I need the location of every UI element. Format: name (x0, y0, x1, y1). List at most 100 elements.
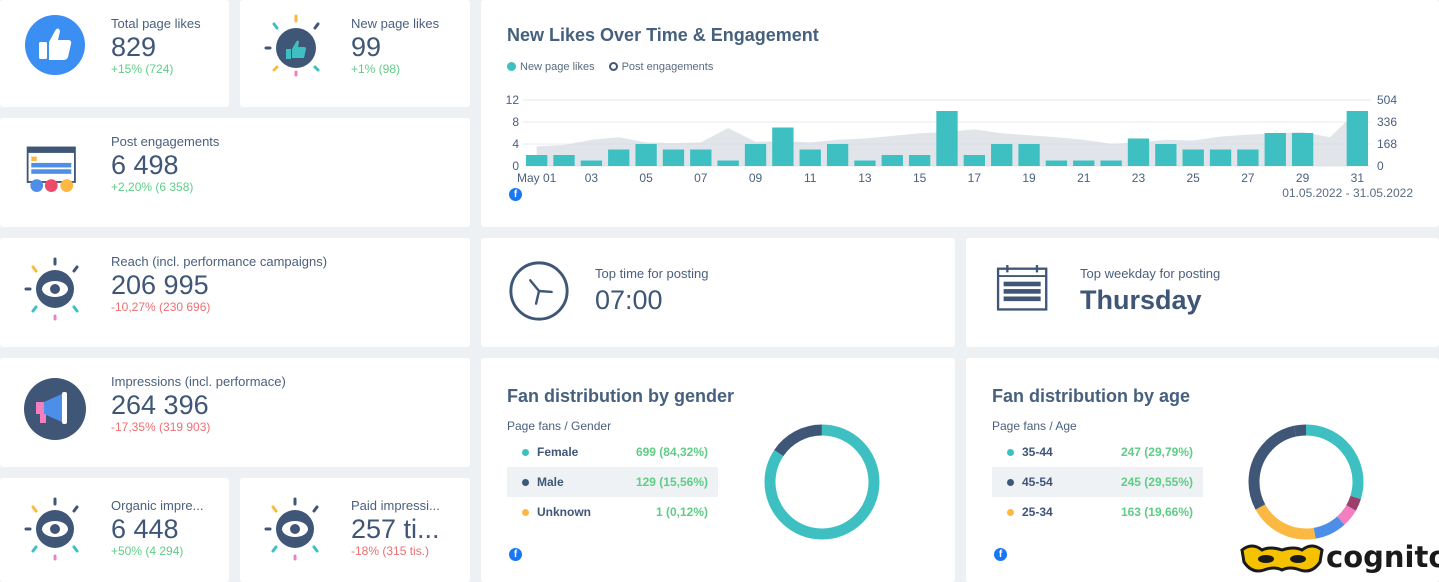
y-tick-right: 0 (1377, 159, 1384, 173)
row-value: 699 (84,32%) (635, 445, 708, 459)
gender-title: Fan distribution by gender (507, 386, 735, 406)
kpi-label: New page likes (351, 16, 440, 31)
kpi-value: 206 995 (111, 270, 209, 300)
x-tick: 23 (1132, 171, 1146, 185)
chart-legend: New page likes Post engagements (507, 61, 713, 73)
kpi-value: 257 ti... (351, 514, 440, 544)
y-tick-left: 12 (506, 93, 520, 107)
kpi-change: +50% (4 294) (111, 544, 184, 558)
series-dot (522, 448, 529, 456)
kpi-paid-impressions: Paid impressi... 257 ti... -18% (315 tis… (240, 478, 470, 582)
age-slice (1248, 424, 1364, 540)
cognito-logo: cognito (1240, 538, 1439, 580)
x-tick: 19 (1022, 171, 1036, 185)
kpi-reach: Reach (incl. performance campaigns) 206 … (0, 238, 470, 347)
row-label: Female (537, 445, 579, 459)
series-dot (522, 478, 529, 486)
kpi-change: +15% (724) (111, 62, 174, 76)
y-tick-left: 8 (512, 115, 519, 129)
x-tick: 03 (585, 171, 599, 185)
kpi-change: +2,20% (6 358) (111, 180, 194, 194)
gender-row: Female 699 (84,32%) (507, 437, 718, 467)
gender-slice (764, 424, 880, 540)
calendar-icon (996, 265, 1048, 311)
age-slice (1248, 424, 1364, 540)
bar-new-page-likes (526, 155, 548, 166)
bar-new-page-likes (1182, 149, 1204, 166)
bar-new-page-likes (1127, 138, 1150, 166)
x-tick: 31 (1351, 171, 1365, 185)
kpi-value: 6 448 (111, 514, 179, 544)
brand-name: cognito (1326, 540, 1439, 574)
x-tick: 11 (804, 171, 817, 185)
legend-label: New page likes (520, 61, 595, 73)
bar-new-page-likes (690, 149, 712, 166)
bar-new-page-likes (1209, 149, 1232, 166)
bar-new-page-likes (881, 155, 903, 166)
y-tick-right: 504 (1377, 93, 1397, 107)
likes-chart: 0 0 4 168 8 336 12 504 May 01 03 05 07 09 11 13 15 17 19 2… (506, 93, 1398, 185)
kpi-label: Total page likes (111, 16, 201, 31)
x-tick: 27 (1241, 171, 1255, 185)
kpi-value: 829 (111, 32, 157, 62)
bar-new-page-likes (580, 160, 603, 166)
x-tick: 25 (1187, 171, 1201, 185)
bar-new-page-likes (1045, 160, 1068, 166)
x-tick: 07 (694, 171, 708, 185)
y-tick-right: 336 (1377, 115, 1397, 129)
row-label: Unknown (537, 505, 591, 519)
thumbs-up-icon (25, 15, 85, 75)
date-range: 01.05.2022 - 31.05.2022 (1282, 186, 1413, 200)
row-value: 129 (15,56%) (635, 475, 708, 489)
chart-title: New Likes Over Time & Engagement (507, 25, 819, 45)
legend-item-engagements[interactable]: Post engagements (608, 61, 714, 73)
eye-icon (24, 257, 79, 321)
y-tick-left: 0 (512, 159, 519, 173)
row-label: 35-44 (1022, 445, 1053, 459)
bar-new-page-likes (826, 144, 849, 166)
x-tick: 17 (968, 171, 982, 185)
kpi-value: 6 498 (111, 150, 179, 180)
top-weekday-value: Thursday (1080, 285, 1202, 315)
megaphone-icon (24, 378, 86, 440)
y-tick-right: 168 (1377, 137, 1397, 151)
bar-new-page-likes (635, 144, 657, 166)
bar-new-page-likes (744, 144, 767, 166)
kpi-total-page-likes: Total page likes 829 +15% (724) (0, 0, 229, 107)
series-dot (1007, 478, 1014, 486)
kpi-value: 99 (351, 32, 382, 62)
age-donut (1248, 424, 1364, 540)
bar-new-page-likes (1237, 149, 1259, 166)
bar-new-page-likes (1018, 144, 1040, 166)
bar-new-page-likes (1264, 133, 1286, 166)
kpi-organic-impressions: Organic impre... 6 448 +50% (4 294) (0, 478, 229, 582)
x-tick: 29 (1296, 171, 1310, 185)
kpi-value: 264 396 (111, 390, 209, 420)
kpi-label: Reach (incl. performance campaigns) (111, 254, 328, 269)
age-title: Fan distribution by age (992, 386, 1191, 406)
legend-item-new-likes[interactable]: New page likes (507, 61, 595, 73)
bar-new-page-likes (1100, 160, 1122, 166)
bar-new-page-likes (1155, 144, 1177, 166)
row-value: 1 (0,12%) (655, 505, 708, 519)
series-dot (522, 508, 529, 516)
x-tick: 21 (1077, 171, 1091, 185)
bar-new-page-likes (1073, 160, 1095, 166)
row-value: 163 (19,66%) (1120, 505, 1193, 519)
kpi-new-page-likes: New page likes 99 +1% (98) (240, 0, 470, 107)
series-dot (1007, 508, 1014, 516)
legend-dot (507, 62, 516, 71)
kpi-label: Paid impressi... (351, 498, 440, 513)
x-tick: 13 (858, 171, 872, 185)
legend-label: Post engagements (621, 61, 714, 73)
kpi-change: +1% (98) (351, 62, 401, 76)
facebook-icon: f (509, 548, 522, 561)
top-time-label: Top time for posting (595, 266, 709, 281)
age-row: 25-34 163 (19,66%) (992, 497, 1203, 527)
x-tick: 15 (913, 171, 927, 185)
gender-row: Male 129 (15,56%) (507, 467, 718, 497)
kpi-impressions: Impressions (incl. performace) 264 396 -… (0, 358, 470, 467)
legend-dot (608, 62, 618, 71)
kpi-change: -10,27% (230 696) (111, 300, 211, 314)
bar-new-page-likes (717, 160, 739, 166)
